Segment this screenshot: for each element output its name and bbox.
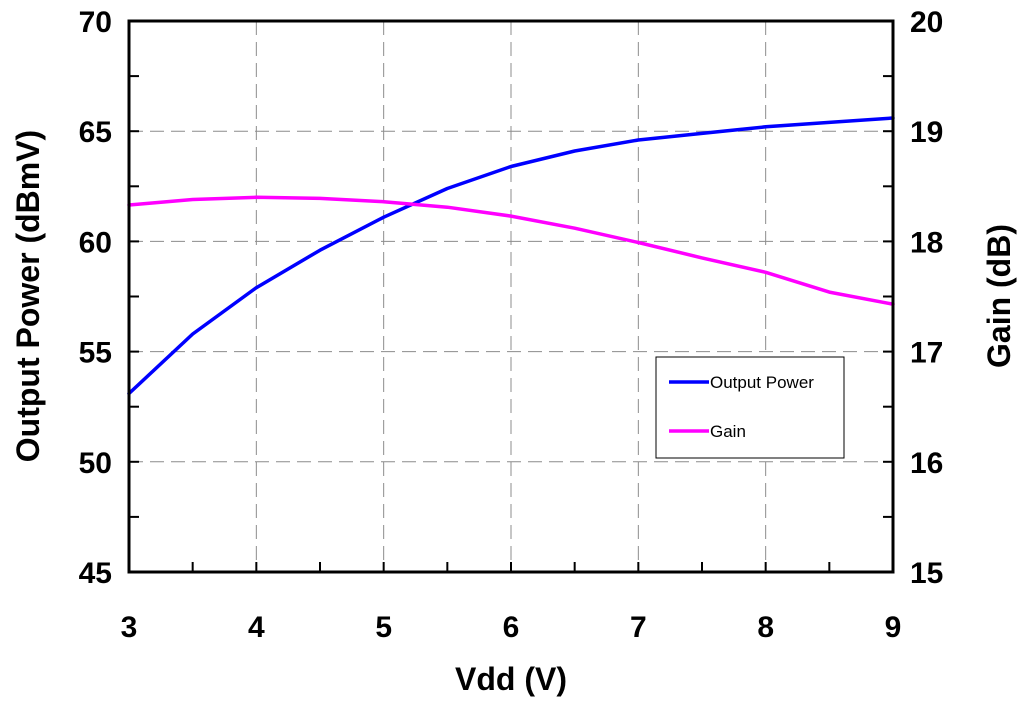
x-tick-label: 5 [375,611,392,644]
left-y-tick-label: 45 [79,557,112,590]
x-axis-tick-labels: 3 4 5 6 7 8 9 [121,611,902,644]
x-tick-label: 4 [248,611,265,644]
right-y-tick-label: 19 [910,116,943,149]
x-tick-label: 9 [885,611,902,644]
left-y-tick-label: 70 [79,6,112,39]
right-y-tick-label: 17 [910,337,943,370]
right-y-axis-tick-labels: 15 16 17 18 19 20 [910,6,943,590]
x-tick-label: 6 [503,611,520,644]
x-tick-label: 7 [630,611,647,644]
left-y-tick-label: 55 [79,337,112,370]
legend-box [655,356,845,459]
legend: Output Power Gain [655,356,845,459]
left-y-axis-title: Output Power (dBmV) [10,130,46,462]
series-lines [127,116,895,396]
left-y-axis-tick-labels: 45 50 55 60 65 70 [79,6,112,590]
x-tick-label: 3 [121,611,138,644]
right-y-tick-label: 16 [910,447,943,480]
series-line-output-power [127,116,895,396]
right-y-tick-label: 18 [910,226,943,259]
legend-label-gain: Gain [710,422,746,441]
left-y-tick-label: 65 [79,116,112,149]
grid-lines [129,21,893,572]
x-tick-label: 8 [757,611,774,644]
right-y-axis-title: Gain (dB) [981,224,1017,368]
axis-ticks [128,20,894,573]
x-axis-title: Vdd (V) [455,661,567,697]
series-line-gain [127,195,895,306]
right-y-tick-label: 15 [910,557,943,590]
right-y-tick-label: 20 [910,6,943,39]
legend-label-output-power: Output Power [710,373,814,392]
left-y-tick-label: 60 [79,226,112,259]
left-y-tick-label: 50 [79,447,112,480]
